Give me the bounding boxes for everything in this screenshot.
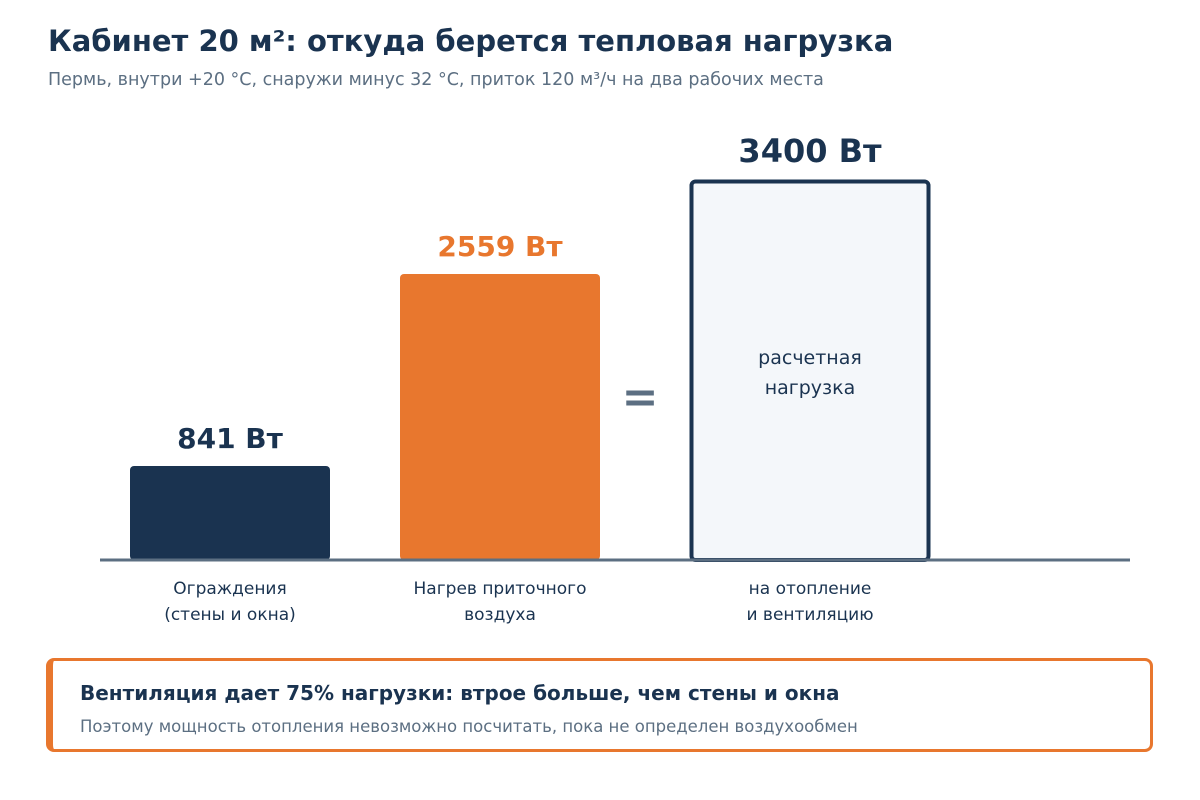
insight-callout: Вентиляция дает 75% нагрузки: втрое боль… (46, 658, 1153, 752)
category-label: воздуха (464, 605, 536, 625)
bar-value-label: 841 Вт (177, 422, 284, 455)
callout-text: Поэтому мощность отопления невозможно по… (80, 717, 858, 736)
category-label: Ограждения (173, 579, 286, 599)
bar-value-label: 3400 Вт (738, 132, 882, 170)
page-title: Кабинет 20 м²: откуда берется тепловая н… (48, 24, 894, 58)
total-bar-inner-label: расчетная (758, 347, 862, 369)
callout-title: Вентиляция дает 75% нагрузки: втрое боль… (80, 681, 840, 705)
page-subtitle: Пермь, внутри +20 °C, снаружи минус 32 °… (48, 70, 824, 90)
bar (400, 273, 600, 560)
category-label: Нагрев приточного (414, 579, 587, 599)
total-bar (689, 179, 931, 562)
category-label: и вентиляцию (746, 605, 873, 625)
bar-chart: 841 Вт Ограждения (стены и окна) 2559 Вт Наг… (100, 132, 1130, 625)
bar (130, 466, 330, 560)
equals-sign: = (622, 372, 659, 423)
bar-value-label: 2559 Вт (437, 230, 563, 263)
category-label: на отопление (749, 579, 872, 599)
category-label: (стены и окна) (164, 605, 296, 625)
total-bar-inner-label: нагрузка (765, 377, 856, 399)
